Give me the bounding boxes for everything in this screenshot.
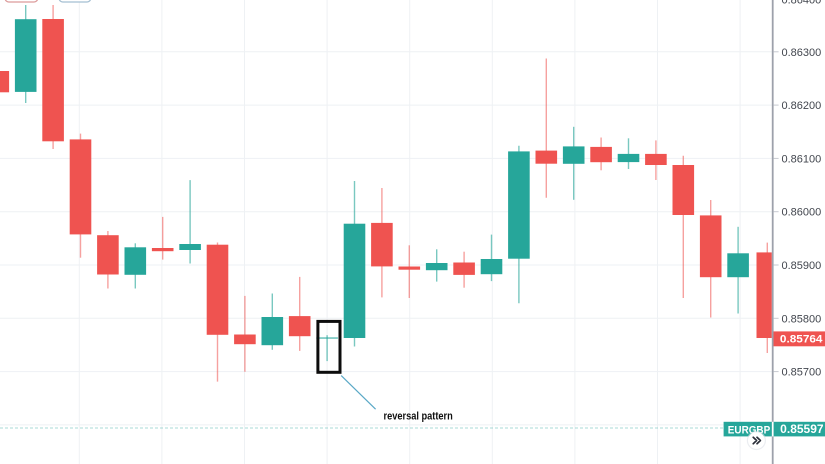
svg-text:0.86100: 0.86100 bbox=[782, 153, 822, 165]
svg-text:0.86400: 0.86400 bbox=[782, 0, 822, 6]
svg-text:0.86000: 0.86000 bbox=[782, 207, 822, 219]
svg-text:0.85764: 0.85764 bbox=[780, 333, 824, 345]
svg-text:0.85700: 0.85700 bbox=[782, 367, 822, 379]
svg-text:0.85597: 0.85597 bbox=[780, 424, 823, 436]
svg-text:reversal pattern: reversal pattern bbox=[384, 410, 454, 422]
svg-text:0.85800: 0.85800 bbox=[782, 313, 822, 325]
svg-text:0.86300: 0.86300 bbox=[782, 47, 822, 59]
svg-text:0.85900: 0.85900 bbox=[782, 260, 822, 272]
svg-text:0.86200: 0.86200 bbox=[782, 100, 822, 112]
